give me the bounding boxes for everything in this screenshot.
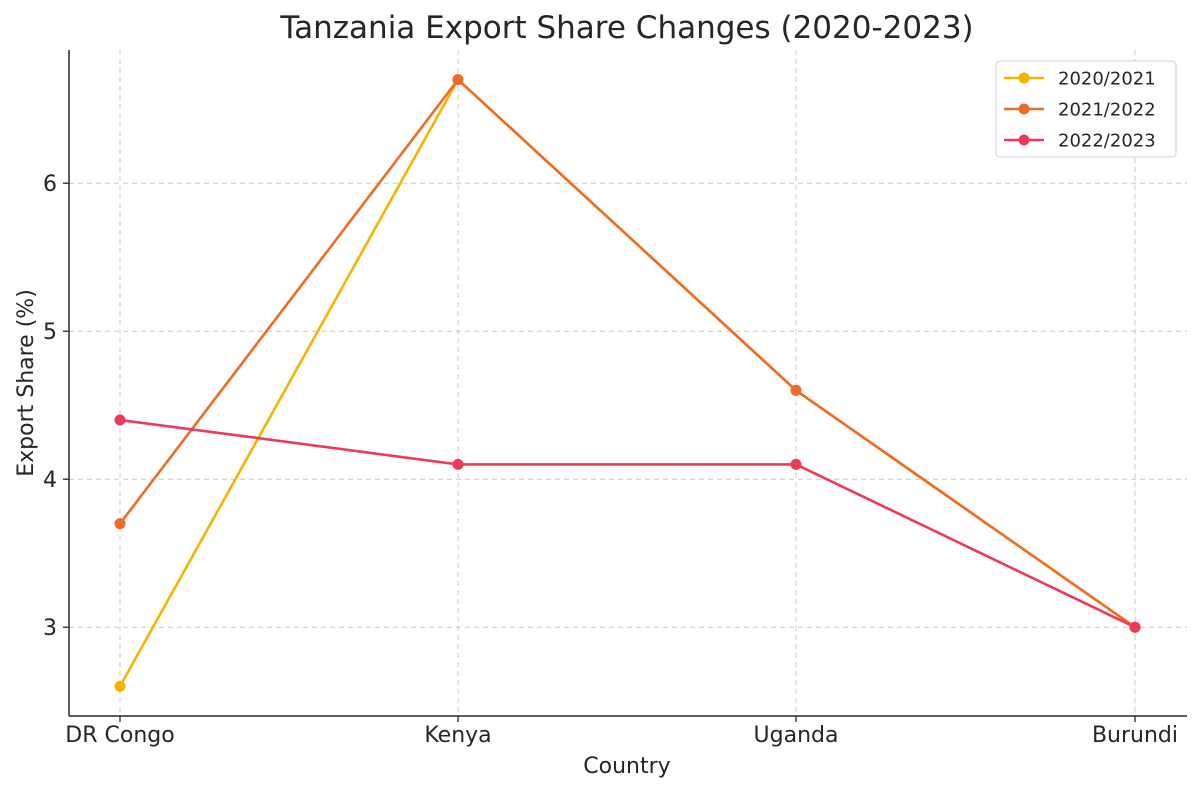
x-tick-label: Uganda: [754, 723, 839, 748]
axes: [68, 50, 1187, 717]
legend-swatch-marker: [1018, 103, 1030, 115]
x-axis-label: Country: [583, 754, 670, 779]
data-point: [114, 680, 126, 692]
legend-item: 2022/2023: [1004, 131, 1156, 152]
series-2020-2021: [114, 74, 1141, 692]
data-point: [452, 74, 464, 86]
series-line: [118, 78, 1136, 688]
legend-item: 2020/2021: [1004, 69, 1156, 90]
y-tick-label: 3: [43, 616, 57, 641]
x-tick-label: Kenya: [424, 723, 491, 748]
data-point: [452, 458, 464, 470]
y-axis-label: Export Share (%): [14, 289, 39, 477]
y-axis-ticks: 3 4 5 6: [43, 172, 69, 641]
legend-box: [995, 60, 1177, 158]
series-line: [118, 78, 1136, 629]
legend-label: 2021/2022: [1058, 100, 1156, 121]
series-2022-2023: [114, 414, 1141, 633]
legend-swatch-marker: [1018, 134, 1030, 146]
y-tick-label: 6: [43, 172, 57, 197]
series-line: [119, 418, 1136, 629]
chart-title: Tanzania Export Share Changes (2020-2023…: [279, 10, 973, 46]
data-point: [114, 518, 126, 530]
legend-label: 2020/2021: [1058, 69, 1156, 90]
y-tick-label: 4: [43, 468, 57, 493]
x-tick-label: DR Congo: [65, 723, 174, 748]
legend: 2020/2021 2021/2022 2022/2023: [995, 60, 1177, 158]
data-point: [790, 384, 802, 396]
legend-swatch-marker: [1018, 72, 1030, 84]
data-point: [790, 458, 802, 470]
series-lines: [114, 74, 1141, 692]
data-point: [1129, 621, 1141, 633]
y-tick-label: 5: [43, 320, 57, 345]
grid: [69, 50, 1187, 716]
legend-item: 2021/2022: [1004, 100, 1156, 121]
legend-label: 2022/2023: [1058, 131, 1156, 152]
data-point: [114, 414, 126, 426]
x-axis-ticks: DR Congo Kenya Uganda Burundi: [65, 716, 1178, 748]
x-tick-label: Burundi: [1092, 723, 1178, 748]
series-2021-2022: [114, 74, 1141, 633]
